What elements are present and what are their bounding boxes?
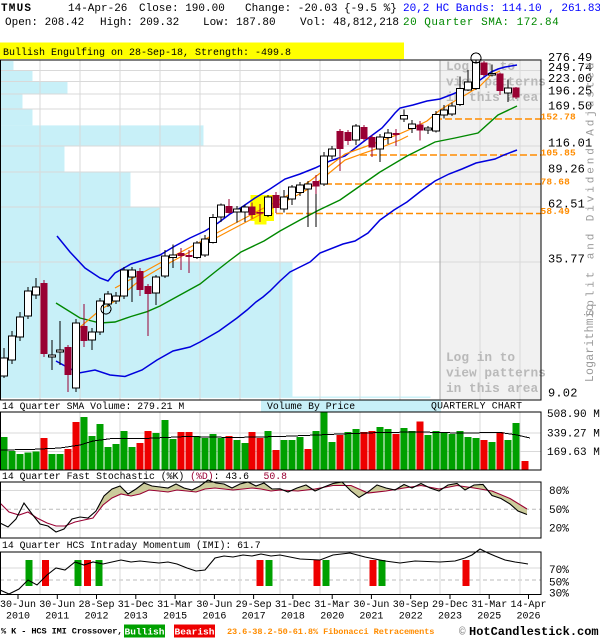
svg-text:14 Quarter Fast Stochastic (%K: 14 Quarter Fast Stochastic (%K) (%D): 43… bbox=[2, 471, 287, 482]
svg-text:in this area: in this area bbox=[446, 381, 538, 396]
svg-text:169.63 M: 169.63 M bbox=[547, 447, 600, 459]
svg-text:31-Mar: 31-Mar bbox=[314, 600, 350, 611]
svg-text:QUARTERLY CHART: QUARTERLY CHART bbox=[431, 401, 522, 412]
svg-text:62.51: 62.51 bbox=[548, 198, 585, 212]
svg-text:2015: 2015 bbox=[163, 612, 187, 623]
svg-text:% K - HCS IMI Crossover,: % K - HCS IMI Crossover, bbox=[1, 627, 122, 637]
svg-text:view patterns: view patterns bbox=[446, 75, 546, 90]
svg-text:339.27 M: 339.27 M bbox=[547, 429, 600, 441]
svg-text:Bearish: Bearish bbox=[175, 627, 215, 638]
svg-text:2020: 2020 bbox=[320, 612, 344, 623]
svg-text:30%: 30% bbox=[549, 589, 569, 601]
svg-text:Low: 187.80: Low: 187.80 bbox=[203, 17, 276, 29]
svg-text:30-Jun: 30-Jun bbox=[353, 600, 389, 611]
svg-text:2021: 2021 bbox=[359, 612, 383, 623]
svg-text:116.01: 116.01 bbox=[548, 137, 592, 151]
svg-text:view patterns: view patterns bbox=[446, 366, 546, 381]
svg-text:14-Apr: 14-Apr bbox=[510, 600, 546, 611]
svg-text:2012: 2012 bbox=[84, 612, 108, 623]
svg-text:14 Quarter HCS Intraday Moment: 14 Quarter HCS Intraday Momentum (IMI): … bbox=[2, 540, 261, 551]
svg-text:80%: 80% bbox=[549, 486, 569, 498]
svg-text:152.78: 152.78 bbox=[541, 112, 577, 123]
svg-text:196.25: 196.25 bbox=[548, 85, 592, 99]
svg-text:Logarithmic: Logarithmic bbox=[584, 304, 597, 382]
svg-text:29-Dec: 29-Dec bbox=[432, 600, 468, 611]
svg-text:29-Sep: 29-Sep bbox=[236, 600, 272, 611]
svg-text:14-Apr-26: 14-Apr-26 bbox=[68, 3, 127, 15]
svg-text:2022: 2022 bbox=[399, 612, 423, 623]
svg-text:30-Jun: 30-Jun bbox=[0, 600, 36, 611]
svg-text:Bullish Engulfing on 28-Sep-18: Bullish Engulfing on 28-Sep-18, Strength… bbox=[3, 47, 291, 59]
svg-text:2016: 2016 bbox=[202, 612, 226, 623]
svg-text:2026: 2026 bbox=[516, 612, 540, 623]
svg-text:2023: 2023 bbox=[438, 612, 462, 623]
svg-text:Log in to: Log in to bbox=[446, 350, 515, 365]
svg-text:35.77: 35.77 bbox=[548, 253, 585, 267]
svg-text:31-Mar: 31-Mar bbox=[471, 600, 507, 611]
svg-text:Split and Dividend Adjusted: Split and Dividend Adjusted bbox=[586, 60, 598, 317]
svg-text:23.6-38.2-50-61.8% Fibonacci R: 23.6-38.2-50-61.8% Fibonacci Retracement… bbox=[227, 627, 434, 637]
svg-text:276.49: 276.49 bbox=[548, 51, 592, 65]
svg-text:223.00: 223.00 bbox=[548, 72, 592, 86]
svg-text:50%: 50% bbox=[549, 505, 569, 517]
svg-text:70%: 70% bbox=[549, 565, 569, 577]
svg-text:Bullish: Bullish bbox=[125, 627, 165, 638]
svg-text:30-Jun: 30-Jun bbox=[196, 600, 232, 611]
svg-text:Open: 208.42: Open: 208.42 bbox=[5, 17, 84, 29]
svg-text:78.68: 78.68 bbox=[541, 177, 571, 188]
svg-text:High: 209.32: High: 209.32 bbox=[100, 17, 179, 29]
svg-text:Change: -20.03 {-9.5 %}: Change: -20.03 {-9.5 %} bbox=[245, 3, 397, 15]
svg-text:9.02: 9.02 bbox=[548, 387, 578, 401]
svg-text:Vol: 48,812,218: Vol: 48,812,218 bbox=[300, 17, 399, 29]
svg-text:2013: 2013 bbox=[124, 612, 148, 623]
svg-text:31-Dec: 31-Dec bbox=[275, 600, 311, 611]
svg-text:169.50: 169.50 bbox=[548, 99, 592, 113]
svg-text:14 Quarter SMA Volume: 279.21: 14 Quarter SMA Volume: 279.21 M bbox=[2, 401, 184, 412]
svg-text:30-Jun: 30-Jun bbox=[39, 600, 75, 611]
svg-text:©: © bbox=[459, 627, 466, 639]
svg-text:50%: 50% bbox=[549, 578, 569, 590]
svg-text:TMUS: TMUS bbox=[1, 3, 32, 15]
svg-text:508.90 M: 508.90 M bbox=[547, 409, 600, 421]
svg-text:20 Quarter SMA: 172.84: 20 Quarter SMA: 172.84 bbox=[403, 17, 559, 29]
svg-text:105.85: 105.85 bbox=[541, 148, 577, 159]
svg-text:89.26: 89.26 bbox=[548, 163, 585, 177]
svg-text:2011: 2011 bbox=[45, 612, 69, 623]
svg-text:2010: 2010 bbox=[6, 612, 30, 623]
svg-text:Close: 190.00: Close: 190.00 bbox=[139, 3, 225, 15]
svg-text:2025: 2025 bbox=[477, 612, 501, 623]
svg-text:Volume By Price: Volume By Price bbox=[267, 401, 355, 412]
svg-text:28-Sep: 28-Sep bbox=[78, 600, 114, 611]
svg-text:30-Sep: 30-Sep bbox=[393, 600, 429, 611]
svg-text:HotCandlestick.com: HotCandlestick.com bbox=[469, 625, 599, 639]
svg-text:58.49: 58.49 bbox=[541, 206, 571, 217]
svg-text:2017: 2017 bbox=[242, 612, 266, 623]
svg-text:31-Dec: 31-Dec bbox=[118, 600, 154, 611]
svg-text:20%: 20% bbox=[549, 524, 569, 536]
svg-text:20,2 HC Bands: 114.10 , 261.83: 20,2 HC Bands: 114.10 , 261.83 bbox=[403, 3, 600, 15]
svg-text:2018: 2018 bbox=[281, 612, 305, 623]
svg-text:249.74: 249.74 bbox=[548, 61, 592, 75]
svg-text:31-Mar: 31-Mar bbox=[157, 600, 193, 611]
